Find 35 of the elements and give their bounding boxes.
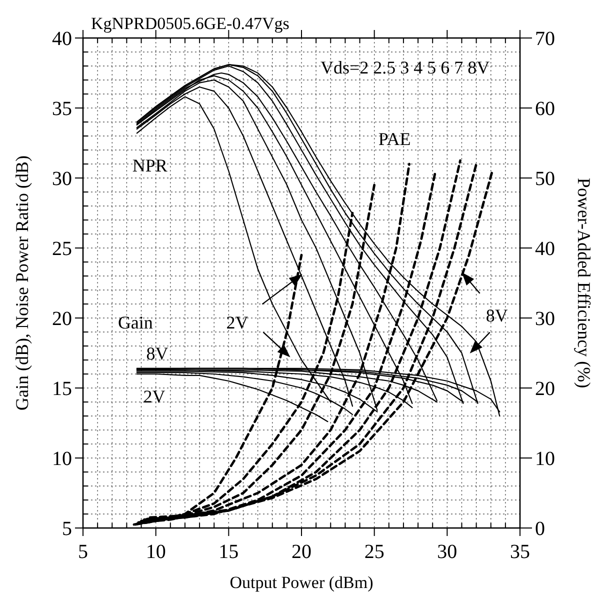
y-tick-label: 15 bbox=[52, 378, 72, 400]
annotation: PAE bbox=[378, 129, 411, 150]
x-tick-label: 15 bbox=[218, 541, 239, 563]
annotation: NPR bbox=[132, 156, 168, 176]
y2-tick-label: 10 bbox=[535, 448, 555, 470]
x-tick-label: 10 bbox=[146, 541, 166, 563]
y2-tick-label: 40 bbox=[535, 238, 555, 260]
x-tick-label: 30 bbox=[437, 541, 458, 563]
y2-axis-title: Power-Added Efficiency (%) bbox=[574, 178, 594, 388]
y-tick-label: 10 bbox=[52, 448, 72, 470]
x-tick-label: 35 bbox=[510, 541, 530, 563]
y-tick-label: 25 bbox=[52, 238, 72, 260]
x-axis-title: Output Power (dBm) bbox=[230, 573, 374, 592]
chart-title: KgNPRD0505.6GE-0.47Vgs bbox=[91, 14, 290, 33]
annotation: 2V bbox=[226, 312, 248, 332]
annotation: 8V bbox=[486, 306, 508, 326]
x-tick-label: 25 bbox=[364, 541, 384, 563]
y2-tick-label: 50 bbox=[535, 168, 555, 190]
annotation: Vds=2 2.5 3 4 5 6 7 8V bbox=[320, 58, 490, 78]
y-tick-label: 20 bbox=[52, 308, 72, 330]
y2-tick-label: 60 bbox=[535, 98, 555, 120]
annotation: 8V bbox=[146, 343, 168, 364]
y-tick-label: 30 bbox=[52, 168, 72, 190]
annotation: 2V bbox=[143, 386, 166, 406]
y-tick-label: 5 bbox=[62, 518, 72, 540]
y-tick-label: 40 bbox=[52, 28, 72, 50]
annotation: Gain bbox=[118, 312, 153, 332]
x-tick-label: 5 bbox=[78, 541, 88, 563]
y-axis-title: Gain (dB), Noise Power Ratio (dB) bbox=[12, 156, 32, 410]
y2-tick-label: 20 bbox=[535, 378, 555, 400]
y2-tick-label: 30 bbox=[535, 308, 555, 330]
x-tick-label: 20 bbox=[292, 541, 312, 563]
y2-tick-label: 70 bbox=[535, 28, 555, 50]
y2-tick-label: 0 bbox=[535, 518, 545, 540]
y-tick-label: 35 bbox=[52, 98, 72, 120]
